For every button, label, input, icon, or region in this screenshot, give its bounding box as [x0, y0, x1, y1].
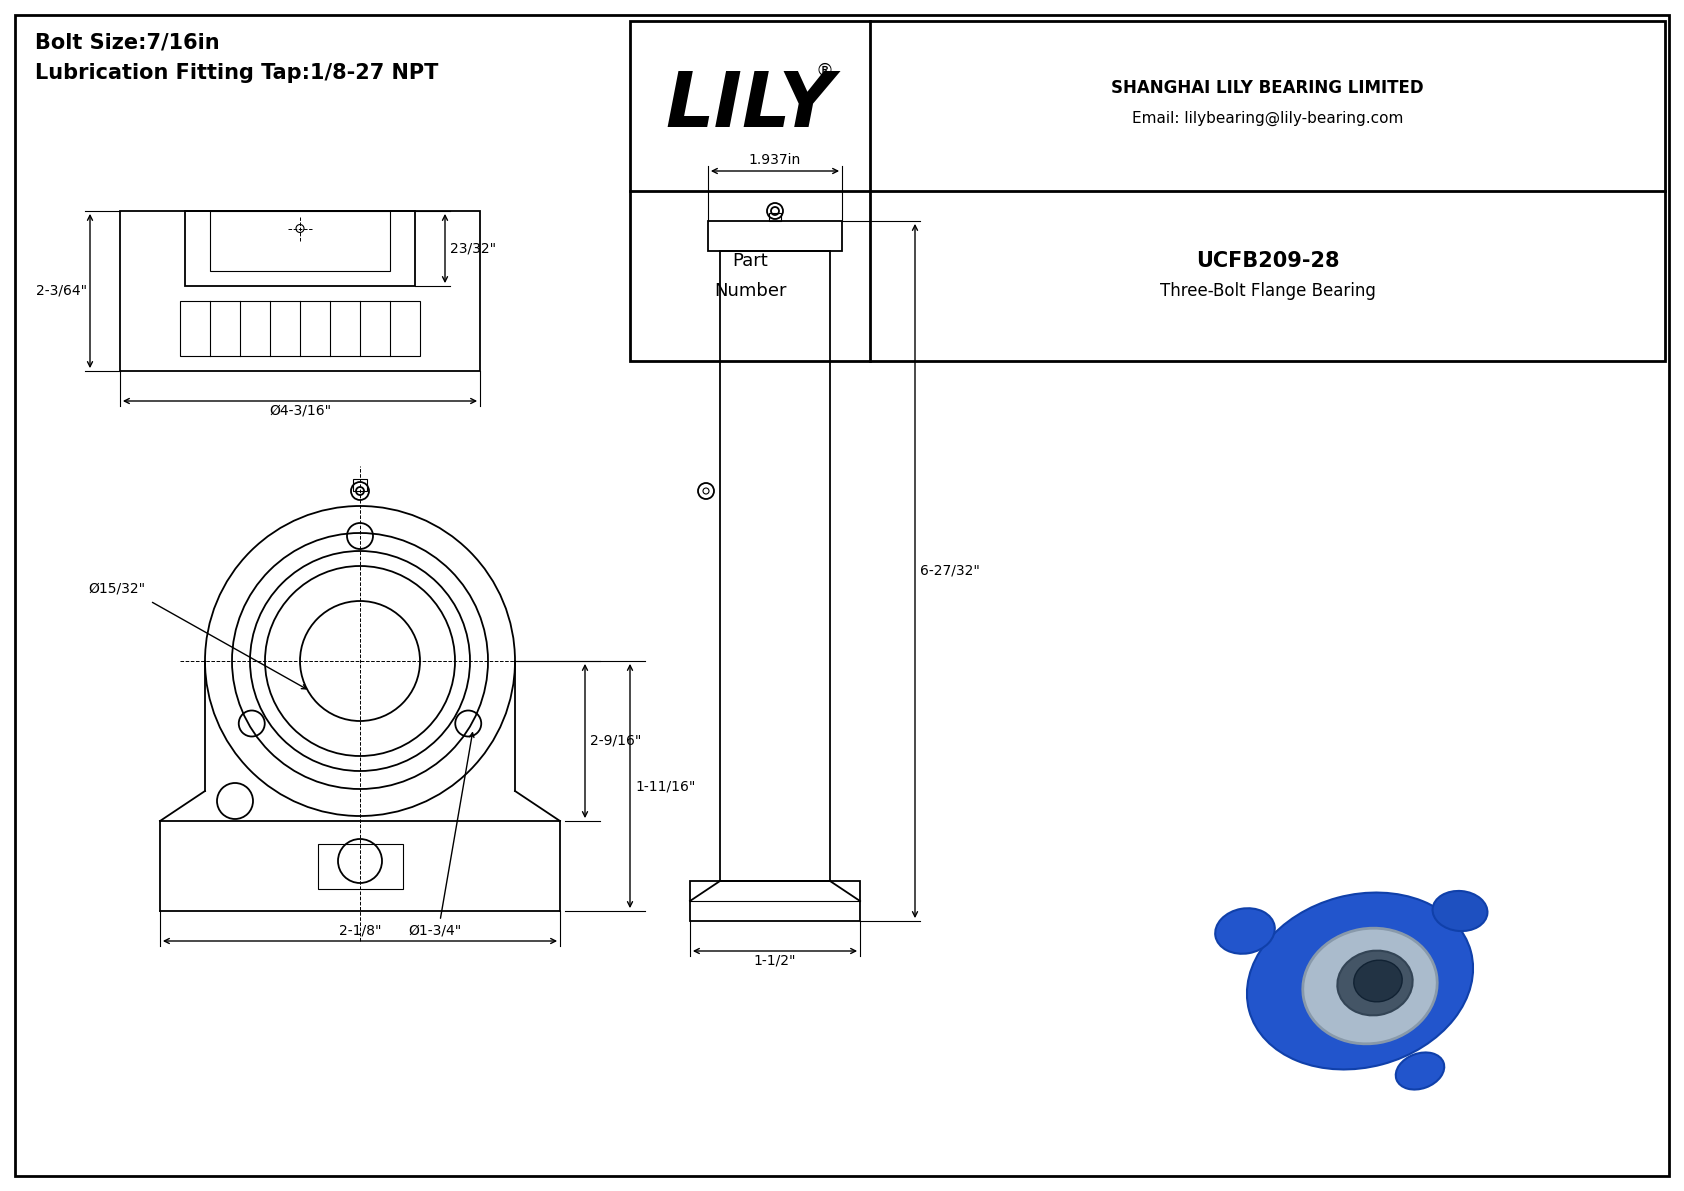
Text: Ø4-3/16": Ø4-3/16": [269, 404, 332, 418]
Bar: [185, 211, 414, 286]
Text: UCFB209-28: UCFB209-28: [1196, 251, 1339, 272]
Text: Three-Bolt Flange Bearing: Three-Bolt Flange Bearing: [1160, 282, 1376, 300]
Bar: [690, 881, 861, 921]
Text: 2-9/16": 2-9/16": [589, 734, 642, 748]
Ellipse shape: [1216, 909, 1275, 954]
Ellipse shape: [1337, 950, 1413, 1016]
Text: Lubrication Fitting Tap:1/8-27 NPT: Lubrication Fitting Tap:1/8-27 NPT: [35, 63, 438, 83]
Text: LILY: LILY: [665, 69, 835, 143]
Text: Ø15/32": Ø15/32": [88, 582, 145, 596]
Bar: [721, 251, 830, 881]
Text: SHANGHAI LILY BEARING LIMITED: SHANGHAI LILY BEARING LIMITED: [1111, 79, 1423, 96]
Text: 6-27/32": 6-27/32": [919, 565, 980, 578]
Text: 2-1/8": 2-1/8": [338, 924, 381, 939]
Ellipse shape: [1433, 891, 1487, 931]
Text: 23/32": 23/32": [450, 242, 497, 256]
Text: Ø1-3/4": Ø1-3/4": [409, 924, 461, 939]
Text: 2-3/64": 2-3/64": [35, 283, 88, 298]
Ellipse shape: [1246, 892, 1474, 1070]
Text: Bolt Size:7/16in: Bolt Size:7/16in: [35, 33, 219, 54]
Bar: [707, 222, 842, 251]
Bar: [770, 213, 781, 222]
Bar: [210, 211, 391, 272]
Bar: [120, 211, 480, 372]
Bar: [630, 21, 1665, 361]
Text: 1.937in: 1.937in: [749, 152, 802, 167]
Text: 1-1/2": 1-1/2": [754, 954, 797, 968]
Ellipse shape: [1354, 960, 1403, 1002]
Text: Part
Number: Part Number: [714, 252, 786, 300]
Bar: [318, 843, 402, 888]
Text: 1-11/16": 1-11/16": [635, 779, 695, 793]
Ellipse shape: [1396, 1053, 1445, 1090]
Text: ®: ®: [817, 62, 834, 80]
Bar: [354, 479, 367, 491]
Bar: [180, 301, 419, 356]
Text: Email: lilybearing@lily-bearing.com: Email: lilybearing@lily-bearing.com: [1132, 111, 1403, 125]
Ellipse shape: [1303, 928, 1436, 1043]
